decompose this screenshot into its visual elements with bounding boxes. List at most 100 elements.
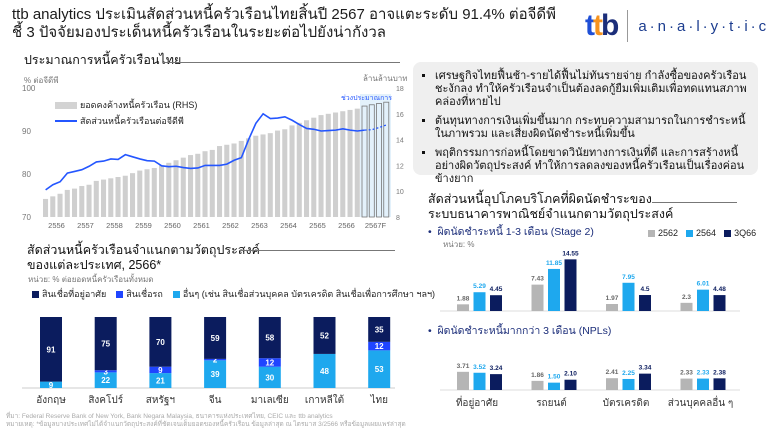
stacked-segment — [368, 341, 391, 351]
household-debt-chart: ช่วงประมาณการ 100 90 80 70 18 16 14 12 10 8 2556 255… — [22, 84, 404, 230]
chart2-title-line: สัดส่วนหนี้ครัวเรือนจำแนกตามวัตถุประสงค์ — [27, 243, 260, 257]
delinquency-bar — [639, 295, 651, 311]
footnote-source: ที่มา: Federal Reserve Bank of New York,… — [6, 413, 333, 420]
outstanding-bar — [354, 108, 360, 217]
segment-label: 39 — [211, 370, 220, 379]
country-label: ไทย — [369, 394, 387, 406]
x-tick: 2558 — [106, 221, 123, 230]
category-label: ส่วนบุคคลอื่น ๆ — [668, 395, 733, 409]
bar-value: 2.38 — [713, 369, 726, 376]
bar-value: 1.88 — [457, 295, 470, 302]
bullet-point: ต้นทุนทางการเงินเพิ่มขึ้นมาก กระทบความสา… — [435, 115, 748, 141]
outstanding-bar — [159, 165, 165, 217]
category-label: รถยนต์ — [536, 397, 567, 409]
legend-label: สินเชื่อรถ — [126, 289, 163, 299]
stacked-segment — [94, 317, 117, 371]
x-tick: 2563 — [251, 221, 268, 230]
segment-label: 75 — [101, 340, 110, 349]
divider — [165, 62, 400, 63]
outstanding-bar — [151, 167, 157, 217]
legend-swatch-gray — [55, 101, 77, 109]
bar-value: 2.3 — [682, 294, 691, 301]
bullet-point: เศรษฐกิจไทยฟื้นช้า-รายได้ฟื้นไม่ทันรายจ่… — [435, 70, 748, 109]
bar-value: 4.5 — [640, 286, 649, 293]
logo-ttb: ttb — [585, 9, 619, 42]
stacked-segment — [258, 358, 281, 367]
outstanding-bar — [304, 120, 310, 217]
stacked-segment — [313, 317, 336, 354]
delinquency-bar — [548, 268, 560, 311]
outstanding-bar — [43, 198, 49, 217]
legend-label: สัดส่วนหนี้ครัวเรือนต่อจีดีพี — [80, 116, 184, 126]
outstanding-bar — [275, 130, 281, 217]
delinquency-bar — [548, 382, 560, 390]
bar-value: 7.43 — [531, 276, 544, 283]
chart2-title: สัดส่วนหนี้ครัวเรือนจำแนกตามวัตถุประสงค์… — [27, 243, 260, 273]
country-label: เกาหลีใต้ — [305, 394, 344, 406]
segment-label: 12 — [375, 342, 384, 351]
bar-value: 5.29 — [473, 283, 486, 290]
legend-label: 3Q66 — [734, 228, 757, 238]
delinquency-bar — [564, 379, 577, 390]
divider — [652, 202, 737, 203]
stacked-segment — [40, 317, 62, 382]
outstanding-bar — [340, 111, 346, 217]
outstanding-bar — [50, 196, 56, 217]
stacked-segment — [368, 317, 391, 342]
legend-2564: 2564 — [686, 228, 716, 238]
ttb-analytics-logo: ttb a·n·a·l·y·t·i·c·s — [585, 8, 768, 44]
x-tick: 2556 — [48, 221, 65, 230]
bar-value: 4.45 — [490, 286, 503, 293]
outstanding-bar — [209, 149, 215, 217]
outstanding-bar — [101, 179, 107, 217]
stacked-segment — [313, 353, 336, 388]
outstanding-bar — [130, 173, 136, 217]
x-tick: 2560 — [164, 221, 181, 230]
stacked-segment — [204, 360, 227, 388]
chart2-title-line: ของแต่ละประเทศ, 2566* — [27, 258, 162, 272]
chart3-title: สัดส่วนหนี้อุปโภคบริโภคที่ผิดนัดชำระของร… — [428, 192, 673, 222]
outstanding-bar — [188, 155, 194, 217]
ratio-line — [45, 112, 365, 191]
bar-value: 11.85 — [546, 260, 562, 267]
bar-value: 1.97 — [606, 295, 619, 302]
forecast-bar — [361, 105, 368, 218]
chart1-right-unit: ล้านล้านบาท — [363, 74, 408, 83]
forecast-bar — [368, 104, 375, 218]
delinquency-bar — [697, 378, 709, 390]
y-left-tick: 90 — [22, 127, 31, 136]
outstanding-bar — [79, 186, 85, 217]
forecast-label: ช่วงประมาณการ — [341, 95, 392, 102]
forecast-bar — [376, 103, 382, 218]
outstanding-bar — [57, 193, 63, 217]
legend-ratio: สัดส่วนหนี้ครัวเรือนต่อจีดีพี — [55, 114, 184, 128]
outstanding-bar — [72, 188, 78, 217]
x-tick: 2564 — [280, 221, 297, 230]
delinquency-bar — [490, 374, 502, 390]
outstanding-bar — [173, 160, 179, 217]
legend-label: ยอดคงค้างหนี้ครัวเรือน (RHS) — [80, 100, 198, 110]
x-tick: 2562 — [222, 221, 239, 230]
bar-value: 2.33 — [680, 370, 693, 377]
x-tick: 2567F — [365, 221, 387, 230]
debt-by-purpose-chart: 9 91 อังกฤษ 223 75 สิงคโปร์ 21 9 70 สหรัฐฯ 39 2 59 จี… — [22, 317, 395, 406]
outstanding-bar — [347, 109, 353, 217]
delinquency-bar — [622, 378, 635, 390]
segment-label: 48 — [320, 367, 329, 376]
chart3-title-line: ระบบธนาคารพาณิชย์จำแนกตามวัตถุประสงค์ — [428, 207, 674, 221]
outstanding-bar — [166, 162, 172, 217]
stacked-segment — [149, 317, 172, 367]
delinquency-bar — [457, 304, 469, 311]
outstanding-bar — [144, 169, 150, 217]
legend-2562: 2562 — [648, 228, 678, 238]
outstanding-bar — [253, 135, 259, 217]
stage2-heading: • ผิดนัดชำระหนี้ 1-3 เดือน (Stage 2) — [428, 226, 594, 238]
stacked-segment — [149, 373, 172, 388]
stacked-segment — [258, 366, 281, 388]
stacked-segment — [94, 370, 117, 373]
y-right-tick: 12 — [396, 163, 404, 170]
delinquency-bar — [490, 295, 502, 311]
segment-label: 21 — [156, 377, 165, 386]
bar-value: 1.86 — [531, 372, 544, 379]
country-label: สิงคโปร์ — [88, 393, 123, 406]
